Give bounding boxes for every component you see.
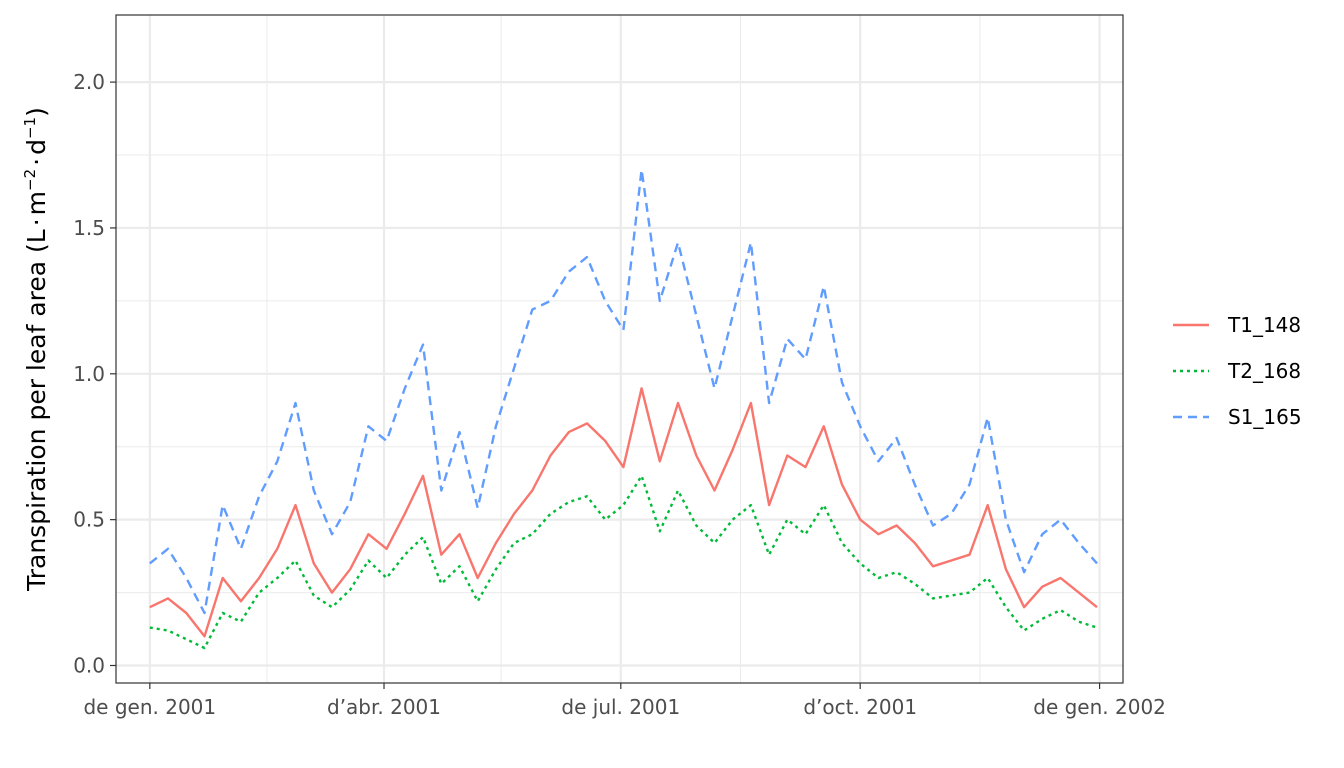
y-tick-label: 1.5 [73,216,105,240]
legend-label: T1_148 [1227,313,1301,337]
y-tick-label: 0.5 [73,508,105,532]
x-tick-label: de jul. 2001 [561,695,680,719]
series-T2_168 [149,474,1098,650]
series-line [149,474,1098,650]
series-T1_148 [149,387,1098,638]
y-axis-title-dot-2: · [22,158,51,166]
y-tick-label: 0.0 [73,653,105,677]
legend-item-T2_168: T2_168 [1173,359,1301,383]
series-line [149,387,1098,638]
x-axis: de gen. 2001 d’abr. 2001 de jul. 2001 d’oct… [83,683,1166,719]
panel-background [116,15,1123,683]
x-tick-label: de gen. 2001 [83,695,216,719]
legend-item-T1_148: T1_148 [1173,313,1301,337]
legend-label: T2_168 [1227,359,1301,383]
y-tick-label: 1.0 [73,362,105,386]
y-axis-title-exp-m: −2 [21,169,39,191]
panel-border [115,14,1124,684]
y-axis-title-prefix: Transpiration per leaf area (L [22,229,51,592]
series-line [149,168,1098,615]
y-axis-title-dot-1: · [22,218,51,226]
x-tick-label: d’abr. 2001 [327,695,441,719]
legend: T1_148 T2_168 S1_165 [1173,313,1302,429]
legend-item-S1_165: S1_165 [1173,405,1302,429]
y-axis-title-exp-d: −1 [21,117,39,139]
y-axis-title: Transpiration per leaf area (L · m−2 · d−1) [21,107,51,592]
panel [115,14,1124,684]
y-tick-label: 2.0 [73,70,105,94]
series-S1_165 [149,168,1098,615]
x-tick-label: de gen. 2002 [1033,695,1166,719]
x-tick-label: d’oct. 2001 [803,695,917,719]
series-lines [149,168,1098,650]
minor-gridlines [116,15,1123,683]
y-axis: 0.0 0.5 1.0 1.5 2.0 [73,70,116,677]
y-axis-title-unit-d: d [22,139,51,155]
major-gridlines [116,15,1123,683]
y-axis-title-suffix: ) [22,107,51,117]
legend-label: S1_165 [1228,405,1302,429]
y-axis-title-unit-m: m [22,191,51,215]
